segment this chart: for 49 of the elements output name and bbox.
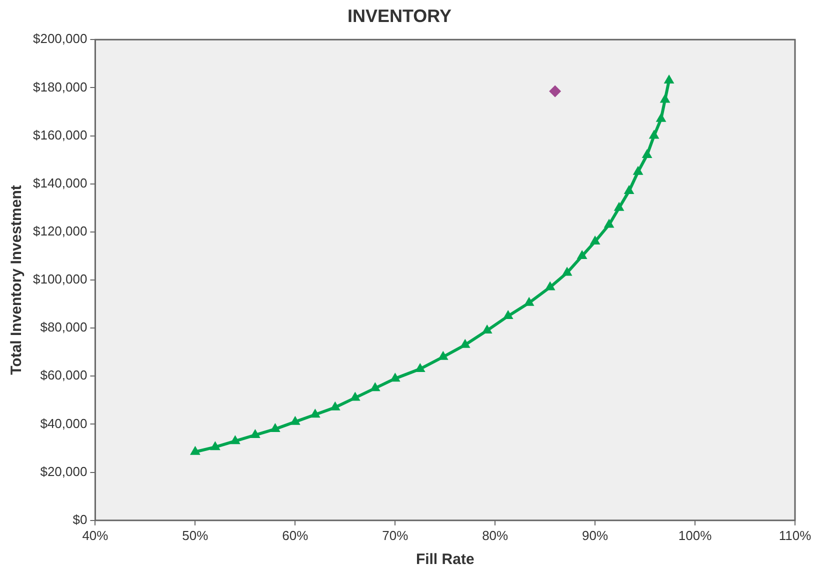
y-tick-label: $200,000 [32, 31, 88, 46]
x-tick-label: 110% [778, 528, 812, 543]
y-tick-label: $60,000 [40, 368, 88, 383]
x-tick-label: 40% [82, 528, 109, 543]
point [604, 218, 614, 228]
x-tick-label: 100% [678, 528, 712, 543]
y-tick-label: $160,000 [32, 127, 88, 142]
point [632, 166, 644, 175]
point [290, 416, 300, 425]
y-tick-label: $0 [72, 512, 88, 527]
point [460, 338, 470, 348]
y-axis-title: Total Inventory Investment [8, 185, 26, 375]
point [350, 392, 360, 401]
point [660, 94, 670, 103]
x-tick-label: 70% [382, 528, 409, 543]
point [576, 250, 588, 259]
point [648, 130, 660, 139]
point [230, 435, 240, 444]
y-tick-label: $100,000 [32, 272, 88, 287]
point [656, 112, 666, 122]
point [614, 202, 624, 211]
x-axis-title: Fill Rate [416, 551, 474, 568]
chart-title: INVENTORY [347, 6, 452, 26]
point [624, 185, 634, 194]
point [190, 446, 200, 455]
point [438, 350, 448, 360]
point [590, 236, 600, 245]
point [642, 148, 652, 158]
point [250, 429, 260, 438]
x-tick-label: 60% [282, 528, 309, 543]
x-tick-label: 90% [582, 528, 609, 543]
point [524, 296, 534, 306]
point [330, 401, 340, 410]
point [562, 266, 572, 276]
point [482, 324, 492, 334]
point [270, 423, 280, 432]
y-tick-label: $180,000 [32, 79, 88, 94]
y-tick-label: $140,000 [32, 175, 88, 190]
y-tick-label: $120,000 [32, 224, 88, 238]
x-tick-label: 50% [182, 528, 209, 543]
point [544, 281, 556, 290]
y-tick-label: $20,000 [40, 464, 88, 479]
point [310, 408, 320, 418]
point [502, 310, 514, 320]
point [664, 74, 674, 84]
point [210, 441, 220, 450]
x-tick-label: 80% [482, 528, 509, 543]
y-tick-label: $80,000 [40, 320, 88, 335]
y-tick-label: $40,000 [40, 416, 88, 431]
